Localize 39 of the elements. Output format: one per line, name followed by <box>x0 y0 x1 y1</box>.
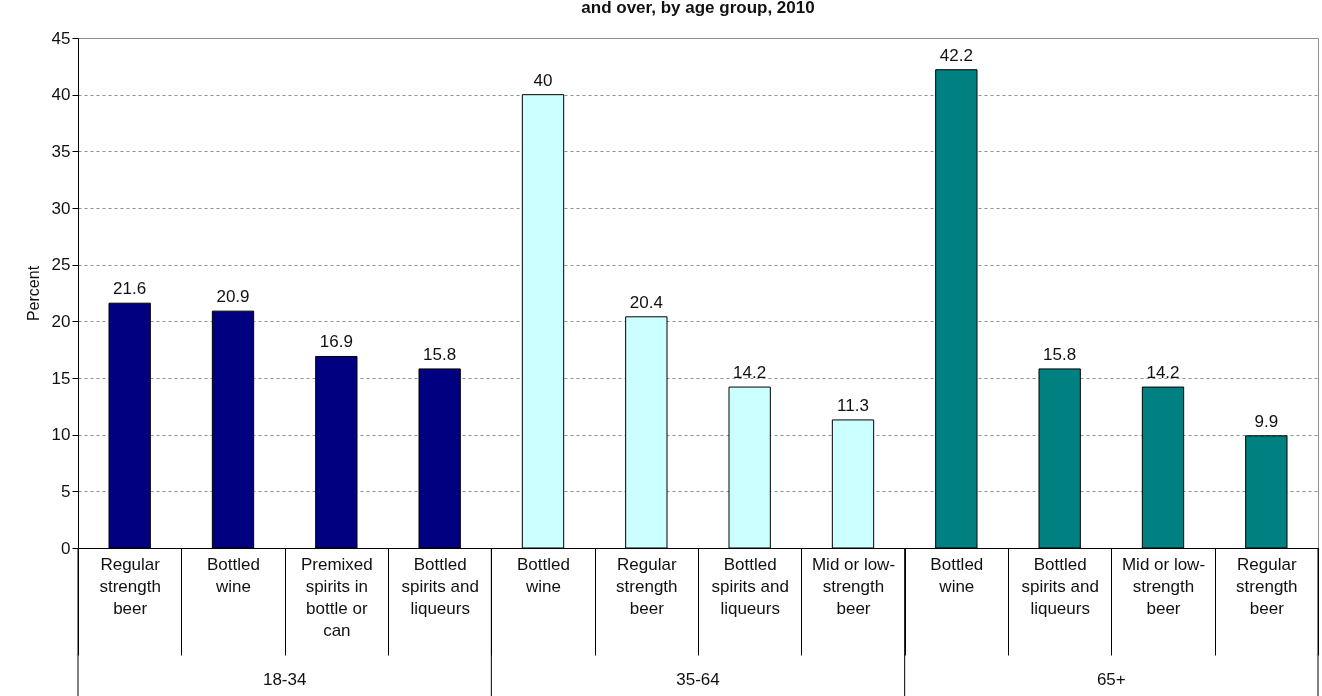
text: 65+ <box>1096 670 1126 689</box>
x-tick-label: Bottled spirits and liqueurs <box>1021 554 1099 618</box>
y-tick-label: 20 <box>51 311 71 331</box>
text: 35-64 <box>676 670 720 689</box>
y-tick-label: 0 <box>61 538 71 558</box>
data-label: 40 <box>533 70 553 90</box>
y-tick-label: 15 <box>51 368 71 388</box>
x-tick-label: Bottled wine <box>517 554 570 596</box>
y-tick-label: 40 <box>51 85 71 105</box>
x-tick-label: Mid or low-strength beer <box>811 554 896 618</box>
x-tick-label: Regular strength beer <box>99 554 161 618</box>
data-label: 14.2 <box>733 363 767 383</box>
data-label: 9.9 <box>1254 411 1279 431</box>
y-axis-title: Percent <box>24 265 42 322</box>
y-tick-label: 30 <box>51 198 71 218</box>
y-tick-label: 35 <box>51 141 71 161</box>
data-label: 20.9 <box>216 287 250 307</box>
y-tick-label: 45 <box>51 28 71 48</box>
data-label: 42.2 <box>939 45 973 65</box>
x-tick-label: Bottled spirits and liqueurs <box>711 554 789 618</box>
x-tick-label: Bottled wine <box>930 554 984 596</box>
data-label: 21.6 <box>113 279 147 299</box>
x-tick-label: Bottled wine <box>207 554 260 596</box>
data-label: 16.9 <box>319 332 353 352</box>
x-tick-label: Mid or low-strength beer <box>1121 554 1206 618</box>
y-tick-label: 10 <box>51 425 71 445</box>
y-tick-label: 5 <box>61 481 71 501</box>
text: 18-34 <box>262 670 307 689</box>
x-tick-label: Regular strength beer <box>1236 554 1298 618</box>
chart-title: and over, by age group, 2010 <box>581 0 815 17</box>
data-label: 15.8 <box>1043 344 1077 364</box>
x-tick-label: Regular strength beer <box>616 554 678 618</box>
x-tick-label: Premixed spirits in bottle or can <box>300 554 373 640</box>
data-label: 15.8 <box>423 344 457 364</box>
x-tick-label: Bottled spirits and liqueurs <box>401 554 479 618</box>
y-tick-label: 25 <box>51 255 71 275</box>
data-label: 20.4 <box>629 292 663 312</box>
data-label: 11.3 <box>837 395 869 415</box>
data-label: 14.2 <box>1146 363 1180 383</box>
